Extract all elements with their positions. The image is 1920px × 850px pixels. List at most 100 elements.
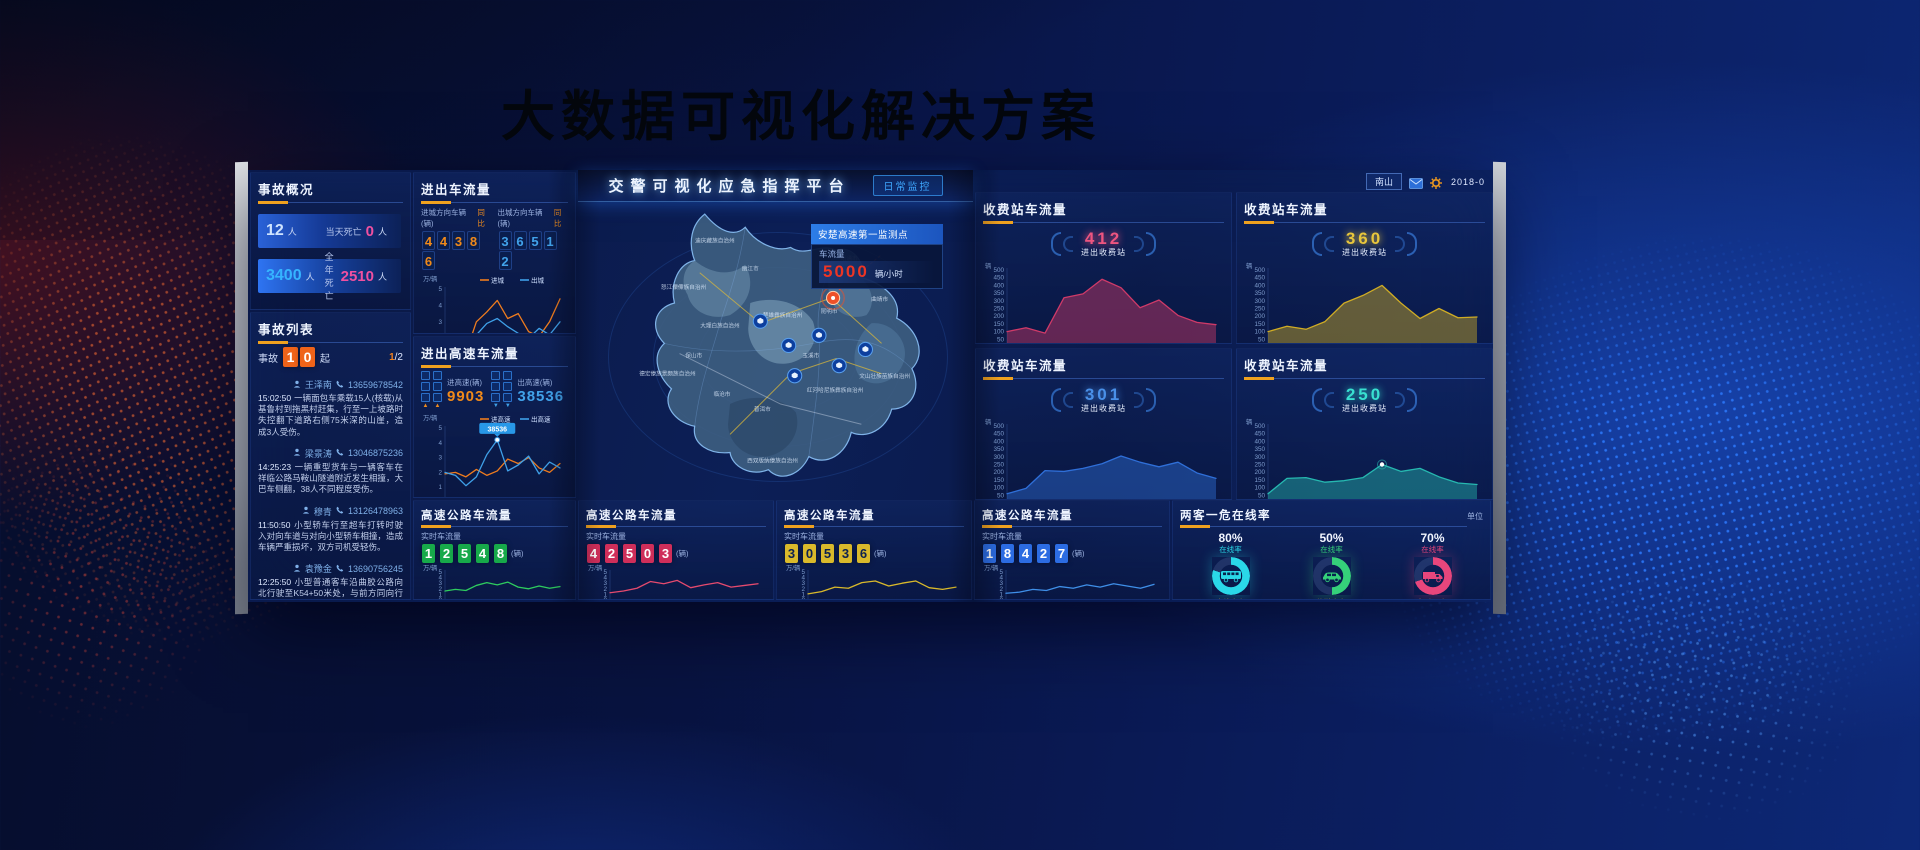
- panel-accident-overview: 事故概况 12 人当天死亡 0 人 3400 人全年死亡 2510 人: [250, 172, 411, 310]
- panel-highway-traffic: 高速公路车流量实时车流量42503(辆)万/辆01234502468101214…: [578, 500, 774, 600]
- phone-icon: [336, 448, 344, 458]
- svg-text:4: 4: [999, 575, 1003, 582]
- accident-stat-bar: 3400 人全年死亡 2510 人: [258, 252, 401, 301]
- gear-icon[interactable]: [1429, 176, 1444, 189]
- traffic-digits: 4 4 3 8 6: [421, 231, 492, 271]
- chart-canvas: 万/辆0123450246810121416182022时: [984, 563, 1155, 599]
- realtime-label: 实时车流量: [784, 532, 824, 541]
- digit-tile: 0: [300, 347, 315, 367]
- traffic-group-label-row: 进城方向车辆 (辆) 同比: [421, 207, 492, 229]
- person-icon: [293, 380, 301, 390]
- digit-tile: 6: [857, 544, 870, 563]
- accident-item[interactable]: 穆青 13126478963 11:50:50 小型轿车行至超车打转时驶入对向车道与对…: [258, 505, 403, 554]
- digit-tile: 3: [498, 231, 512, 250]
- svg-text:100: 100: [993, 329, 1004, 336]
- region-label: 普洱市: [754, 405, 771, 413]
- ticker-cell: [491, 382, 501, 391]
- svg-text:1: 1: [438, 484, 442, 491]
- arc: [1051, 232, 1061, 256]
- region-label: 怒江傈僳族自治州: [661, 283, 706, 291]
- ticker-cell: [433, 371, 442, 380]
- alert-marker[interactable]: [821, 286, 845, 310]
- panel-toll-station: 收费站车流量301进出收费站辆0501001502002503003504004…: [975, 348, 1232, 500]
- road-line: [679, 353, 862, 425]
- badge-arc-right: [1134, 232, 1156, 256]
- page-title: 大数据可视化解决方案: [501, 87, 1101, 147]
- panel-title: 收费站车流量: [1244, 355, 1485, 380]
- pagination[interactable]: 1/2: [389, 352, 403, 363]
- digit-tile: 4: [437, 231, 450, 250]
- digits-unit: (辆): [676, 549, 689, 558]
- ticker-cell: [421, 382, 430, 391]
- svg-text:2: 2: [999, 586, 1003, 593]
- svg-text:250: 250: [993, 462, 1004, 469]
- road-line: [729, 358, 882, 435]
- svg-text:450: 450: [993, 431, 1004, 438]
- stat-value: 12: [266, 222, 284, 239]
- chart-canvas: 万/辆0123450246810121416182022时进城出城: [423, 274, 561, 333]
- digit-tile: 1: [543, 231, 557, 250]
- decor-dots-right-2: [1519, 534, 1881, 846]
- badge-arc-left: [1312, 232, 1334, 256]
- region-label: 玉溪市: [802, 352, 819, 360]
- svg-text:5: 5: [603, 569, 607, 576]
- svg-text:350: 350: [993, 290, 1004, 297]
- map-tooltip-title: 安楚高速第一监测点: [811, 224, 943, 244]
- gauge-vehicle-label: 旅游客车: [1287, 597, 1377, 599]
- map-marker[interactable]: [811, 327, 827, 343]
- badge-arc-left: [1312, 388, 1334, 412]
- accident-item[interactable]: 王泽南 13659678542 15:02:50 一辆面包车乘载15人(核载)从基鲁村…: [258, 378, 403, 438]
- stat-sub-unit: 人: [377, 271, 387, 282]
- stat-sub-unit: 人: [377, 226, 387, 237]
- user-name[interactable]: 南山: [1365, 173, 1402, 190]
- svg-text:3: 3: [603, 580, 607, 587]
- message-icon[interactable]: [1409, 176, 1423, 189]
- region-label: 楚雄彝族自治州: [763, 311, 803, 319]
- panel-in-out-traffic: 进出车流量 进城方向车辆 (辆) 同比 4 4 3 86 出城方向车辆 (辆) 同比 3 6 5 12…: [413, 172, 576, 334]
- svg-text:50: 50: [1258, 336, 1266, 343]
- accident-phone: 13659678542: [347, 379, 403, 390]
- accident-text: 小型轿车行至超车打转时驶入对向车道与对向小型轿车相撞，造成车辆严重损坏，双方司机…: [258, 519, 403, 552]
- map-marker[interactable]: [787, 368, 803, 384]
- svg-text:进高速: 进高速: [491, 415, 511, 424]
- digit-tile: 2: [605, 544, 618, 563]
- toll-badge-center: 412 进出收费站: [1081, 230, 1126, 258]
- digit-tile: 7: [1055, 544, 1068, 563]
- stat-value: 3400: [266, 267, 302, 284]
- svg-text:3: 3: [438, 455, 442, 462]
- gauge-percent: 70%: [1420, 531, 1445, 545]
- gauge-vehicle-label: 班线客车: [1186, 597, 1276, 599]
- platform-header: 交警可视化应急指挥平台 日常监控: [578, 170, 973, 202]
- realtime-label: 实时车流量: [982, 532, 1022, 541]
- map-marker[interactable]: [781, 337, 797, 354]
- gauge-online-label: 在线率: [1421, 545, 1444, 554]
- svg-text:50: 50: [997, 492, 1005, 499]
- toll-count-label: 进出收费站: [1342, 247, 1387, 257]
- svg-text:150: 150: [993, 321, 1004, 328]
- chart-canvas: 万/辆0123450246810121416182022时: [588, 563, 759, 599]
- realtime-label: 实时车流量: [586, 532, 626, 541]
- accident-phone: 13126478963: [347, 506, 403, 517]
- accident-item[interactable]: 袁豫金 13690756245 12:25:50 小型普通客车沿曲胶公路向北行驶至K5…: [258, 562, 403, 599]
- svg-text:4: 4: [438, 302, 442, 309]
- panel-title: 高速公路车流量: [586, 507, 766, 528]
- svg-text:3: 3: [801, 580, 805, 587]
- svg-text:50: 50: [1258, 492, 1266, 499]
- map-marker[interactable]: [831, 358, 847, 374]
- radar-ring: [608, 232, 948, 482]
- map-marker[interactable]: [752, 313, 768, 329]
- accident-items[interactable]: 王泽南 13659678542 15:02:50 一辆面包车乘载15人(核载)从基鲁村…: [258, 369, 403, 599]
- svg-text:350: 350: [993, 446, 1004, 453]
- chart-canvas: 万/辆0123450246810121416182022时进高速出高速38536: [423, 413, 561, 497]
- svg-text:3: 3: [438, 319, 442, 326]
- accident-description: 15:02:50 一辆面包车乘载15人(核载)从基鲁村到拖黑村赶集，行至一上坡路时…: [258, 393, 403, 438]
- traffic-group-label: 进城方向车辆 (辆): [421, 208, 466, 228]
- map-marker[interactable]: [857, 341, 873, 358]
- gauge-row: 80%在线率班线客车5000050%在线率旅游客车600070%在线率危险品车5…: [1180, 531, 1483, 599]
- panel-title: 事故概况: [258, 179, 403, 204]
- highway-digits-row: 1 2 5 4 8 (辆): [421, 544, 568, 563]
- daily-monitor-button[interactable]: 日常监控: [872, 175, 943, 196]
- accident-item[interactable]: 梁景涛 13046875236 14:25:23 一辆重型货车与一辆客车在祥临公路马鞍…: [258, 447, 403, 496]
- svg-text:1: 1: [999, 591, 1003, 598]
- ticker-cell: [503, 371, 513, 380]
